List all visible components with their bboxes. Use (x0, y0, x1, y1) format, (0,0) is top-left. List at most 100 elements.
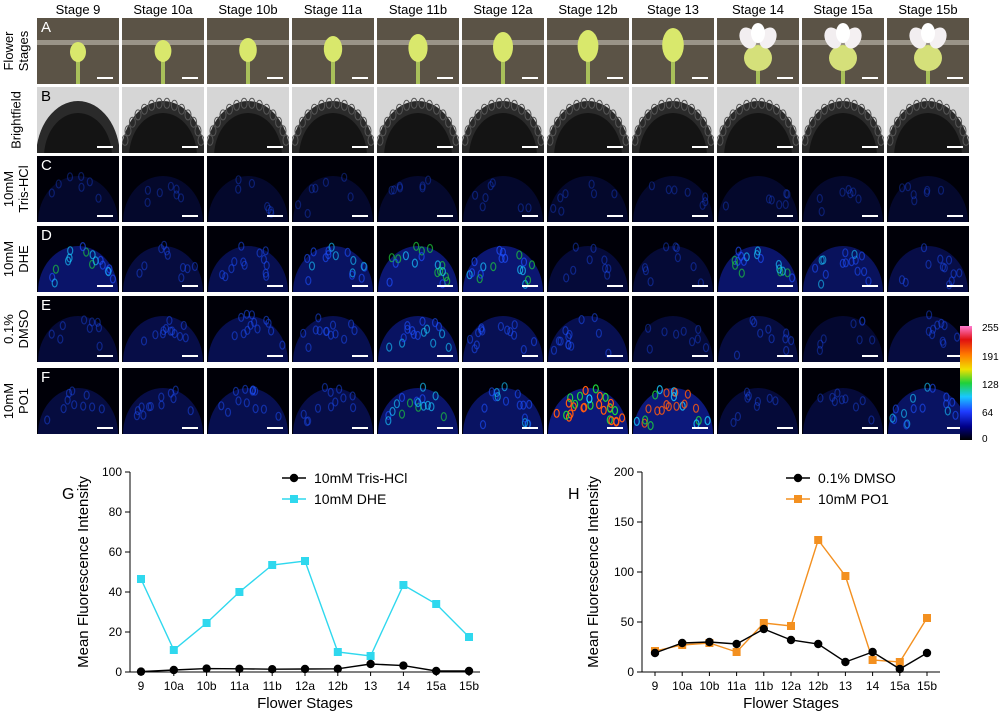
y-axis-label: Mean Fluorescence Intensity (75, 476, 92, 668)
micrograph-c-2 (122, 156, 204, 222)
x-tick-label: 13 (364, 679, 378, 693)
data-point (333, 664, 342, 673)
scale-bar (182, 355, 198, 357)
data-point (868, 647, 877, 657)
scale-bar (692, 355, 708, 357)
stage-header: Stage 15a (813, 2, 873, 17)
scale-bar (267, 146, 283, 148)
scale-bar (182, 77, 198, 79)
scale-bar (777, 355, 793, 357)
x-tick-label: 15a (426, 679, 446, 693)
micrograph-e-9 (717, 296, 799, 362)
row-label: Brightfield (9, 91, 24, 149)
micrograph-c-11 (887, 156, 969, 222)
micrograph-d-1: D (37, 226, 119, 292)
row-label-line: Flower (1, 31, 16, 71)
legend-marker (290, 495, 298, 503)
row-label-line: 10mM (1, 240, 16, 278)
scale-bar (267, 285, 283, 287)
micrograph-a-1: A (37, 18, 119, 84)
scale-bar (607, 146, 623, 148)
micrograph-b-7 (547, 87, 629, 153)
row-letter: D (41, 227, 52, 244)
data-point (301, 557, 309, 565)
scale-bar (777, 285, 793, 287)
scale-bar (437, 215, 453, 217)
row-label-line: 10mM (1, 170, 16, 208)
scale-bar (522, 285, 538, 287)
y-tick-label: 0 (115, 665, 122, 679)
data-point (841, 657, 850, 667)
scale-bar (692, 77, 708, 79)
x-tick-label: 12b (808, 679, 828, 693)
scale-bar (522, 215, 538, 217)
x-tick-label: 11b (754, 679, 773, 693)
colorbar-tick-255: 255 (982, 323, 999, 334)
scale-bar (947, 427, 963, 429)
scale-bar (182, 146, 198, 148)
x-tick-label: 10b (197, 679, 217, 693)
row-letter: B (41, 88, 52, 105)
micrograph-b-2 (122, 87, 204, 153)
legend-marker (793, 473, 803, 483)
micrograph-e-11 (887, 296, 969, 362)
y-tick-label: 0 (627, 665, 634, 679)
row-label: 0.1% DMSO (1, 310, 31, 349)
micrograph-d-6 (462, 226, 544, 292)
row-letter: A (41, 19, 52, 36)
scale-bar (862, 77, 878, 79)
x-axis-label: Flower Stages (257, 695, 353, 712)
micrograph-f-7 (547, 368, 629, 434)
y-tick-label: 200 (614, 465, 634, 479)
scale-bar (607, 355, 623, 357)
scale-bar (947, 215, 963, 217)
micrograph-f-2 (122, 368, 204, 434)
x-tick-label: 9 (652, 679, 659, 693)
micrograph-d-5 (377, 226, 459, 292)
micrograph-b-10 (802, 87, 884, 153)
data-point (399, 661, 408, 670)
micrograph-a-3 (207, 18, 289, 84)
scale-bar (692, 146, 708, 148)
data-point (300, 664, 310, 674)
micrograph-a-4 (292, 18, 374, 84)
x-tick-label: 13 (839, 679, 853, 693)
data-point (786, 635, 796, 645)
row-letter: E (41, 297, 52, 314)
micrograph-f-10 (802, 368, 884, 434)
micrograph-c-10 (802, 156, 884, 222)
x-tick-label: 14 (397, 679, 411, 693)
data-point (922, 648, 932, 658)
panel-letter-h: H (568, 486, 580, 503)
series-line-1 (140, 560, 470, 657)
data-point (923, 614, 931, 622)
data-point (895, 658, 904, 666)
row-label-line: 10mM (1, 382, 16, 420)
x-tick-label: 15b (459, 679, 479, 693)
micrograph-e-7 (547, 296, 629, 362)
scale-bar (182, 215, 198, 217)
x-tick-label: 10a (672, 679, 692, 693)
scale-bar (777, 215, 793, 217)
data-point (678, 638, 687, 648)
scale-bar (777, 77, 793, 79)
micrograph-b-1: B (37, 87, 119, 153)
colorbar-tick-128: 128 (982, 380, 999, 391)
micrograph-d-8 (632, 226, 714, 292)
micrograph-a-7 (547, 18, 629, 84)
micrograph-d-2 (122, 226, 204, 292)
data-point (841, 572, 850, 580)
micrograph-a-6 (462, 18, 544, 84)
scale-bar (437, 77, 453, 79)
micrograph-c-4 (292, 156, 374, 222)
data-point (705, 637, 714, 647)
scale-bar (352, 215, 368, 217)
legend-label: 10mM DHE (314, 491, 386, 507)
micrograph-a-8 (632, 18, 714, 84)
x-tick-label: 11b (263, 679, 282, 693)
scale-bar (182, 427, 198, 429)
scale-bar (97, 146, 113, 148)
micrograph-d-11 (887, 226, 969, 292)
scale-bar (862, 146, 878, 148)
